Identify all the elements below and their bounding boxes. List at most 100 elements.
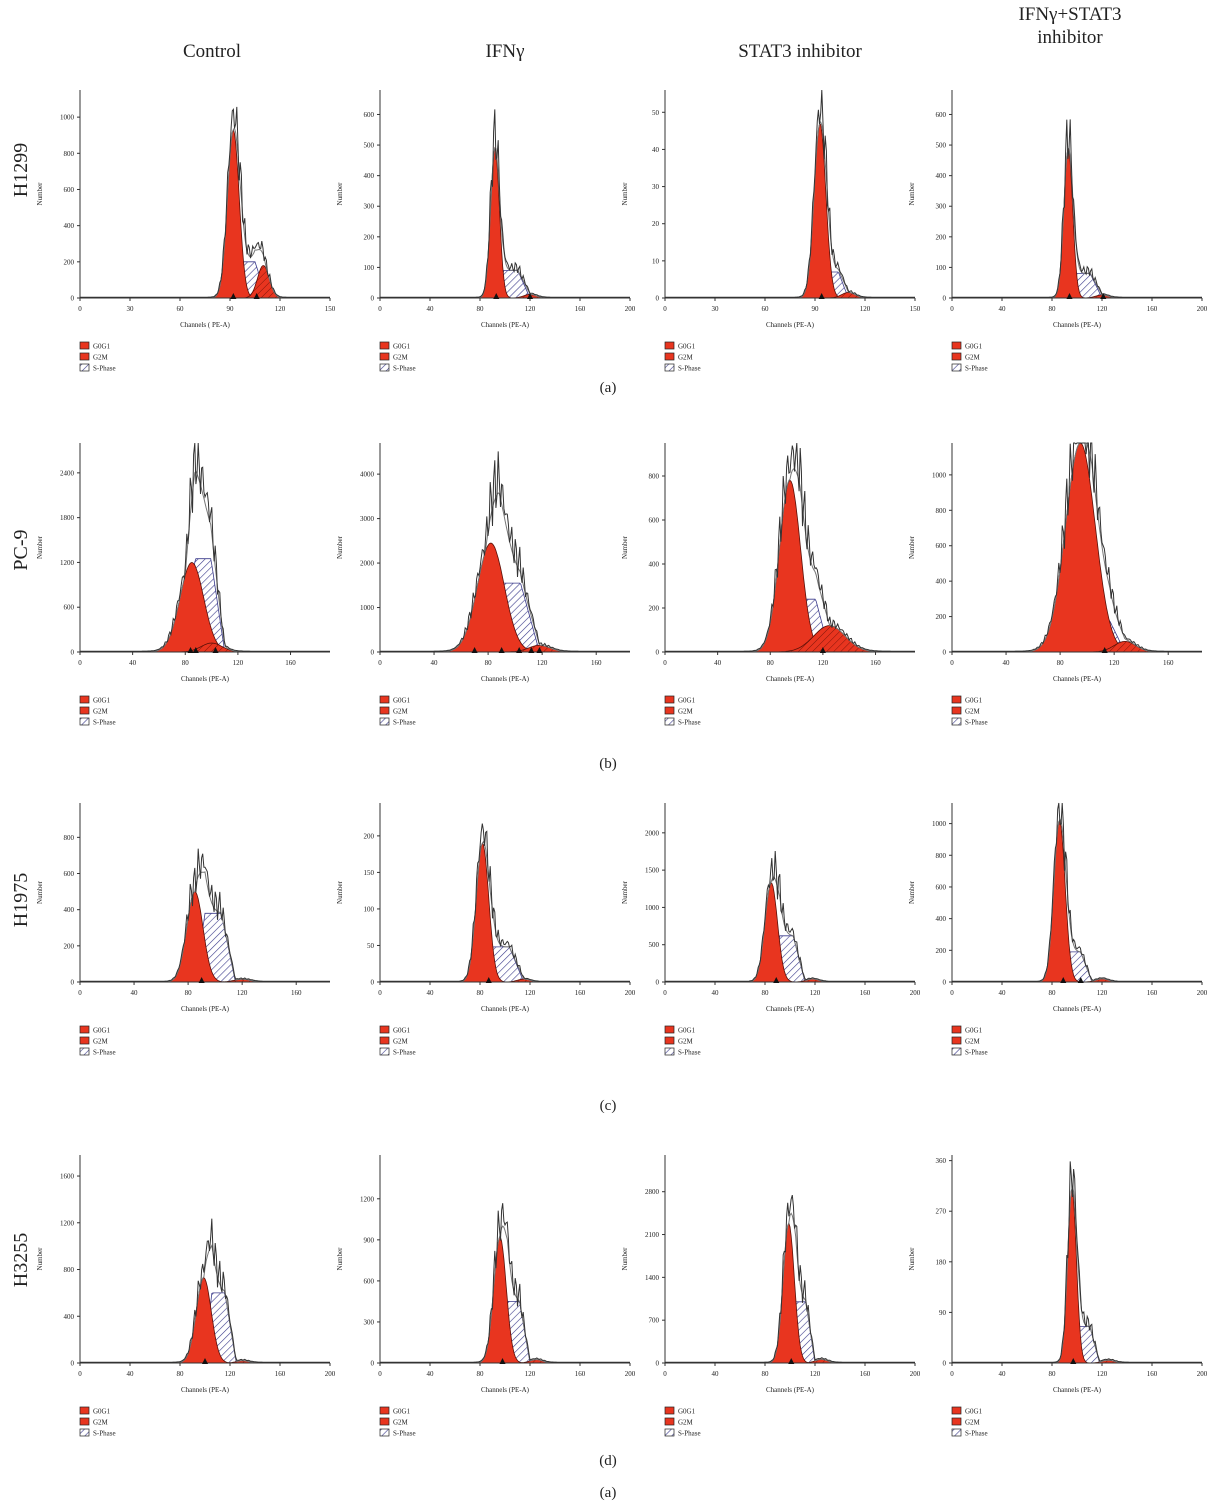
y-tick-label: 500	[649, 941, 660, 949]
x-tick-label: 40	[714, 659, 722, 667]
y-tick-label: 1200	[60, 1219, 75, 1227]
histogram-panel-H3255-1: 0 300 600 900 1200 0 40 80 120 160 200 Channels (PE…	[336, 1155, 636, 1438]
legend-label: G2M	[678, 1038, 694, 1046]
raw-trace	[665, 850, 915, 982]
peak-marker	[230, 293, 237, 299]
y-tick-label: 0	[943, 979, 947, 987]
legend-label: S-Phase	[93, 1049, 116, 1057]
y-tick-label: 180	[936, 1258, 947, 1266]
histogram-panel-PC-9-3: 0 200 400 600 800 1000 0 40 80 120 160 Channels (PE…	[908, 442, 1202, 727]
legend-label: S-Phase	[678, 1049, 701, 1057]
legend-label: G2M	[93, 1038, 109, 1046]
y-tick-label: 200	[936, 947, 947, 955]
panel-label: (b)	[599, 756, 617, 772]
y-axis-label: Number	[621, 182, 629, 206]
x-tick-label: 200	[1197, 305, 1208, 313]
legend-label: G0G1	[93, 343, 111, 351]
peak-marker	[253, 293, 260, 299]
x-tick-label: 40	[129, 659, 137, 667]
panel-label: (d)	[599, 1453, 617, 1469]
x-tick-label: 80	[177, 1370, 185, 1378]
y-tick-label: 90	[939, 1309, 947, 1317]
x-tick-label: 0	[78, 659, 82, 667]
y-tick-label: 100	[936, 264, 947, 272]
legend-label: S-Phase	[965, 719, 988, 727]
legend-label: S-Phase	[678, 365, 701, 373]
column-title-3: IFNγ+STAT3 inhibitor	[1018, 4, 1121, 48]
legend-label: S-Phase	[93, 1430, 116, 1438]
x-tick-label: 0	[950, 989, 954, 997]
y-tick-label: 40	[652, 146, 660, 154]
x-tick-label: 200	[1197, 1370, 1208, 1378]
y-tick-label: 50	[652, 109, 660, 117]
column-title-line: IFNγ+STAT3	[1018, 4, 1121, 25]
x-tick-label: 0	[663, 659, 667, 667]
x-tick-label: 80	[477, 989, 485, 997]
legend-swatch-G0G1	[379, 695, 390, 704]
peak-marker	[819, 647, 826, 653]
x-axis-label: Channels (PE-A)	[1053, 1386, 1102, 1394]
y-tick-label: 200	[64, 258, 75, 266]
row-label-H1299: H1299	[10, 143, 32, 197]
legend-label: S-Phase	[393, 719, 416, 727]
histogram-panel-H1299-1: 0 100 200 300 400 500 600 0 40 80 120 160 200 Channel…	[336, 90, 636, 373]
y-axis-label: Number	[621, 880, 629, 904]
histogram-panel-PC-9-1: 0 1000 2000 3000 4000 0 40 80 120 160 Channels (PE…	[336, 443, 630, 727]
y-tick-label: 400	[64, 222, 75, 230]
x-axis-label: Channels (PE-A)	[1053, 321, 1102, 329]
x-tick-label: 0	[78, 989, 82, 997]
y-tick-label: 300	[936, 203, 947, 211]
x-tick-label: 30	[127, 305, 135, 313]
peak-marker	[516, 647, 523, 653]
legend-swatch-G0G1	[951, 1025, 962, 1034]
column-title-line: inhibitor	[1037, 27, 1103, 48]
y-tick-label: 200	[936, 613, 947, 621]
column-title-line: Control	[183, 41, 241, 62]
y-tick-label: 2000	[360, 560, 375, 568]
y-tick-label: 2100	[645, 1231, 660, 1239]
x-axis-label: Channels (PE-A)	[481, 675, 530, 683]
legend-label: G0G1	[393, 697, 411, 705]
legend-label: S-Phase	[965, 1049, 988, 1057]
legend-label: G2M	[965, 708, 981, 716]
y-axis-label: Number	[908, 1247, 916, 1271]
raw-trace	[80, 442, 330, 652]
y-tick-label: 1200	[360, 1195, 375, 1203]
peak-marker	[1101, 647, 1108, 653]
x-axis-label: Channels (PE-A)	[766, 675, 815, 683]
legend-swatch-S-Phase	[664, 717, 675, 726]
y-tick-label: 4000	[360, 471, 375, 479]
histogram-panel-PC-9-0: 0 600 1200 1800 2400 0 40 80 120 160 Channels (PE-…	[36, 442, 330, 727]
y-tick-label: 1000	[60, 114, 75, 122]
x-tick-label: 80	[182, 659, 190, 667]
y-tick-label: 10	[652, 257, 660, 265]
x-tick-label: 0	[950, 1370, 954, 1378]
y-tick-label: 270	[936, 1208, 947, 1216]
x-tick-label: 160	[575, 1370, 586, 1378]
legend-swatch-G0G1	[664, 341, 675, 350]
x-tick-label: 40	[127, 1370, 135, 1378]
x-tick-label: 40	[131, 989, 139, 997]
legend-swatch-S-Phase	[79, 1428, 90, 1437]
peak-marker	[536, 647, 543, 653]
legend-swatch-S-Phase	[79, 1047, 90, 1056]
legend-label: S-Phase	[393, 1049, 416, 1057]
peak-marker	[773, 977, 780, 983]
legend-label: G0G1	[965, 1027, 983, 1035]
legend-label: S-Phase	[393, 1430, 416, 1438]
y-tick-label: 200	[64, 942, 75, 950]
legend-label: G0G1	[678, 343, 696, 351]
x-tick-label: 0	[663, 305, 667, 313]
legend-label: G0G1	[965, 697, 983, 705]
y-tick-label: 100	[364, 905, 375, 913]
y-tick-label: 600	[64, 870, 75, 878]
legend-swatch-G2M	[664, 352, 675, 361]
x-axis-label: Channels (PE-A)	[481, 1386, 530, 1394]
legend-swatch-G0G1	[664, 1406, 675, 1415]
x-tick-label: 200	[910, 989, 921, 997]
legend-swatch-S-Phase	[951, 363, 962, 372]
x-tick-label: 80	[1049, 1370, 1057, 1378]
legend-label: G0G1	[93, 697, 111, 705]
x-tick-label: 160	[575, 989, 586, 997]
